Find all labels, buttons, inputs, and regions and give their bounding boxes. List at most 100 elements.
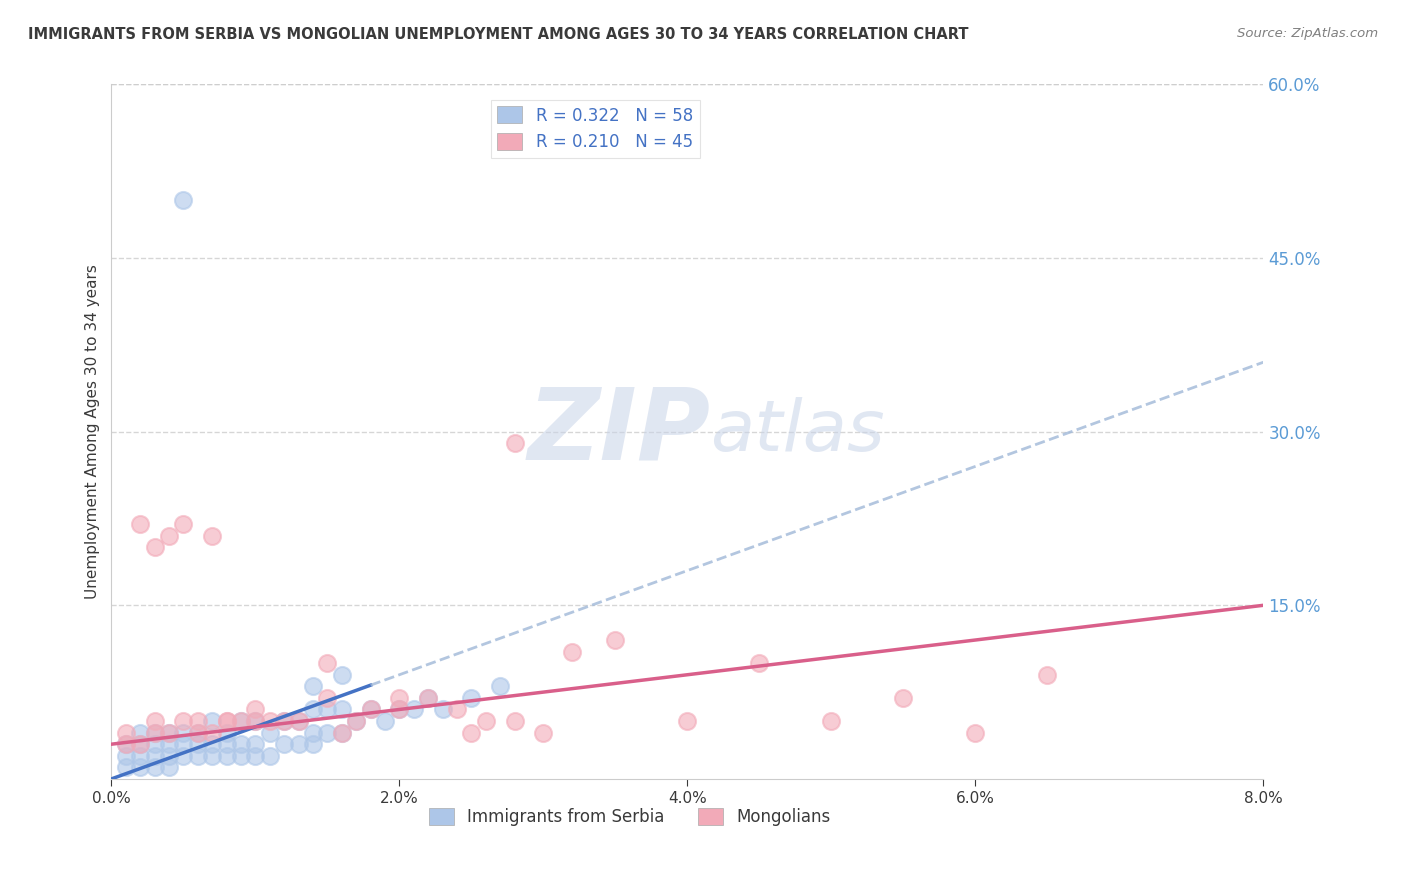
Y-axis label: Unemployment Among Ages 30 to 34 years: Unemployment Among Ages 30 to 34 years — [86, 264, 100, 599]
Legend: Immigrants from Serbia, Mongolians: Immigrants from Serbia, Mongolians — [422, 802, 837, 833]
Point — [316, 702, 339, 716]
Text: IMMIGRANTS FROM SERBIA VS MONGOLIAN UNEMPLOYMENT AMONG AGES 30 TO 34 YEARS CORRE: IMMIGRANTS FROM SERBIA VS MONGOLIAN UNEM… — [28, 27, 969, 42]
Point — [187, 725, 209, 739]
Point — [388, 702, 411, 716]
Point — [273, 714, 295, 728]
Point — [157, 748, 180, 763]
Point — [143, 760, 166, 774]
Point — [129, 725, 152, 739]
Point — [820, 714, 842, 728]
Point — [273, 737, 295, 751]
Point — [215, 748, 238, 763]
Point — [114, 760, 136, 774]
Point — [302, 702, 325, 716]
Point — [316, 690, 339, 705]
Point — [114, 748, 136, 763]
Point — [676, 714, 699, 728]
Point — [201, 714, 224, 728]
Point — [215, 737, 238, 751]
Point — [259, 748, 281, 763]
Point — [965, 725, 987, 739]
Point — [129, 517, 152, 532]
Point — [143, 541, 166, 555]
Point — [245, 748, 267, 763]
Point — [446, 702, 468, 716]
Point — [316, 656, 339, 670]
Point — [287, 737, 309, 751]
Point — [605, 633, 627, 648]
Point — [402, 702, 425, 716]
Point — [388, 702, 411, 716]
Point — [157, 725, 180, 739]
Text: Source: ZipAtlas.com: Source: ZipAtlas.com — [1237, 27, 1378, 40]
Point — [287, 714, 309, 728]
Point — [143, 714, 166, 728]
Point — [245, 702, 267, 716]
Point — [143, 725, 166, 739]
Point — [229, 748, 252, 763]
Point — [157, 529, 180, 543]
Point — [143, 737, 166, 751]
Point — [187, 748, 209, 763]
Point — [215, 714, 238, 728]
Point — [388, 690, 411, 705]
Point — [201, 737, 224, 751]
Point — [330, 667, 353, 681]
Point — [172, 725, 194, 739]
Point — [360, 702, 382, 716]
Text: ZIP: ZIP — [527, 384, 710, 480]
Point — [316, 725, 339, 739]
Point — [157, 737, 180, 751]
Point — [172, 748, 194, 763]
Point — [432, 702, 454, 716]
Point — [172, 193, 194, 207]
Point — [418, 690, 440, 705]
Point — [229, 714, 252, 728]
Point — [360, 702, 382, 716]
Point — [215, 725, 238, 739]
Point — [748, 656, 770, 670]
Point — [201, 748, 224, 763]
Point — [229, 737, 252, 751]
Point — [273, 714, 295, 728]
Point — [460, 725, 482, 739]
Point — [302, 725, 325, 739]
Point — [287, 714, 309, 728]
Point — [114, 737, 136, 751]
Point — [172, 737, 194, 751]
Point — [172, 517, 194, 532]
Point — [561, 644, 583, 658]
Point — [302, 737, 325, 751]
Point — [245, 714, 267, 728]
Point — [503, 436, 526, 450]
Point — [129, 737, 152, 751]
Point — [157, 760, 180, 774]
Point — [418, 690, 440, 705]
Point — [330, 702, 353, 716]
Point — [245, 737, 267, 751]
Point — [330, 725, 353, 739]
Point — [215, 714, 238, 728]
Point — [503, 714, 526, 728]
Point — [187, 737, 209, 751]
Point — [259, 714, 281, 728]
Point — [114, 737, 136, 751]
Point — [460, 690, 482, 705]
Point — [129, 760, 152, 774]
Point — [374, 714, 396, 728]
Point — [344, 714, 367, 728]
Point — [129, 748, 152, 763]
Point — [344, 714, 367, 728]
Text: atlas: atlas — [710, 397, 884, 467]
Point — [157, 725, 180, 739]
Point — [172, 714, 194, 728]
Point — [201, 725, 224, 739]
Point — [187, 714, 209, 728]
Point — [229, 714, 252, 728]
Point — [330, 725, 353, 739]
Point — [143, 748, 166, 763]
Point — [475, 714, 498, 728]
Point — [129, 737, 152, 751]
Point — [531, 725, 554, 739]
Point — [143, 725, 166, 739]
